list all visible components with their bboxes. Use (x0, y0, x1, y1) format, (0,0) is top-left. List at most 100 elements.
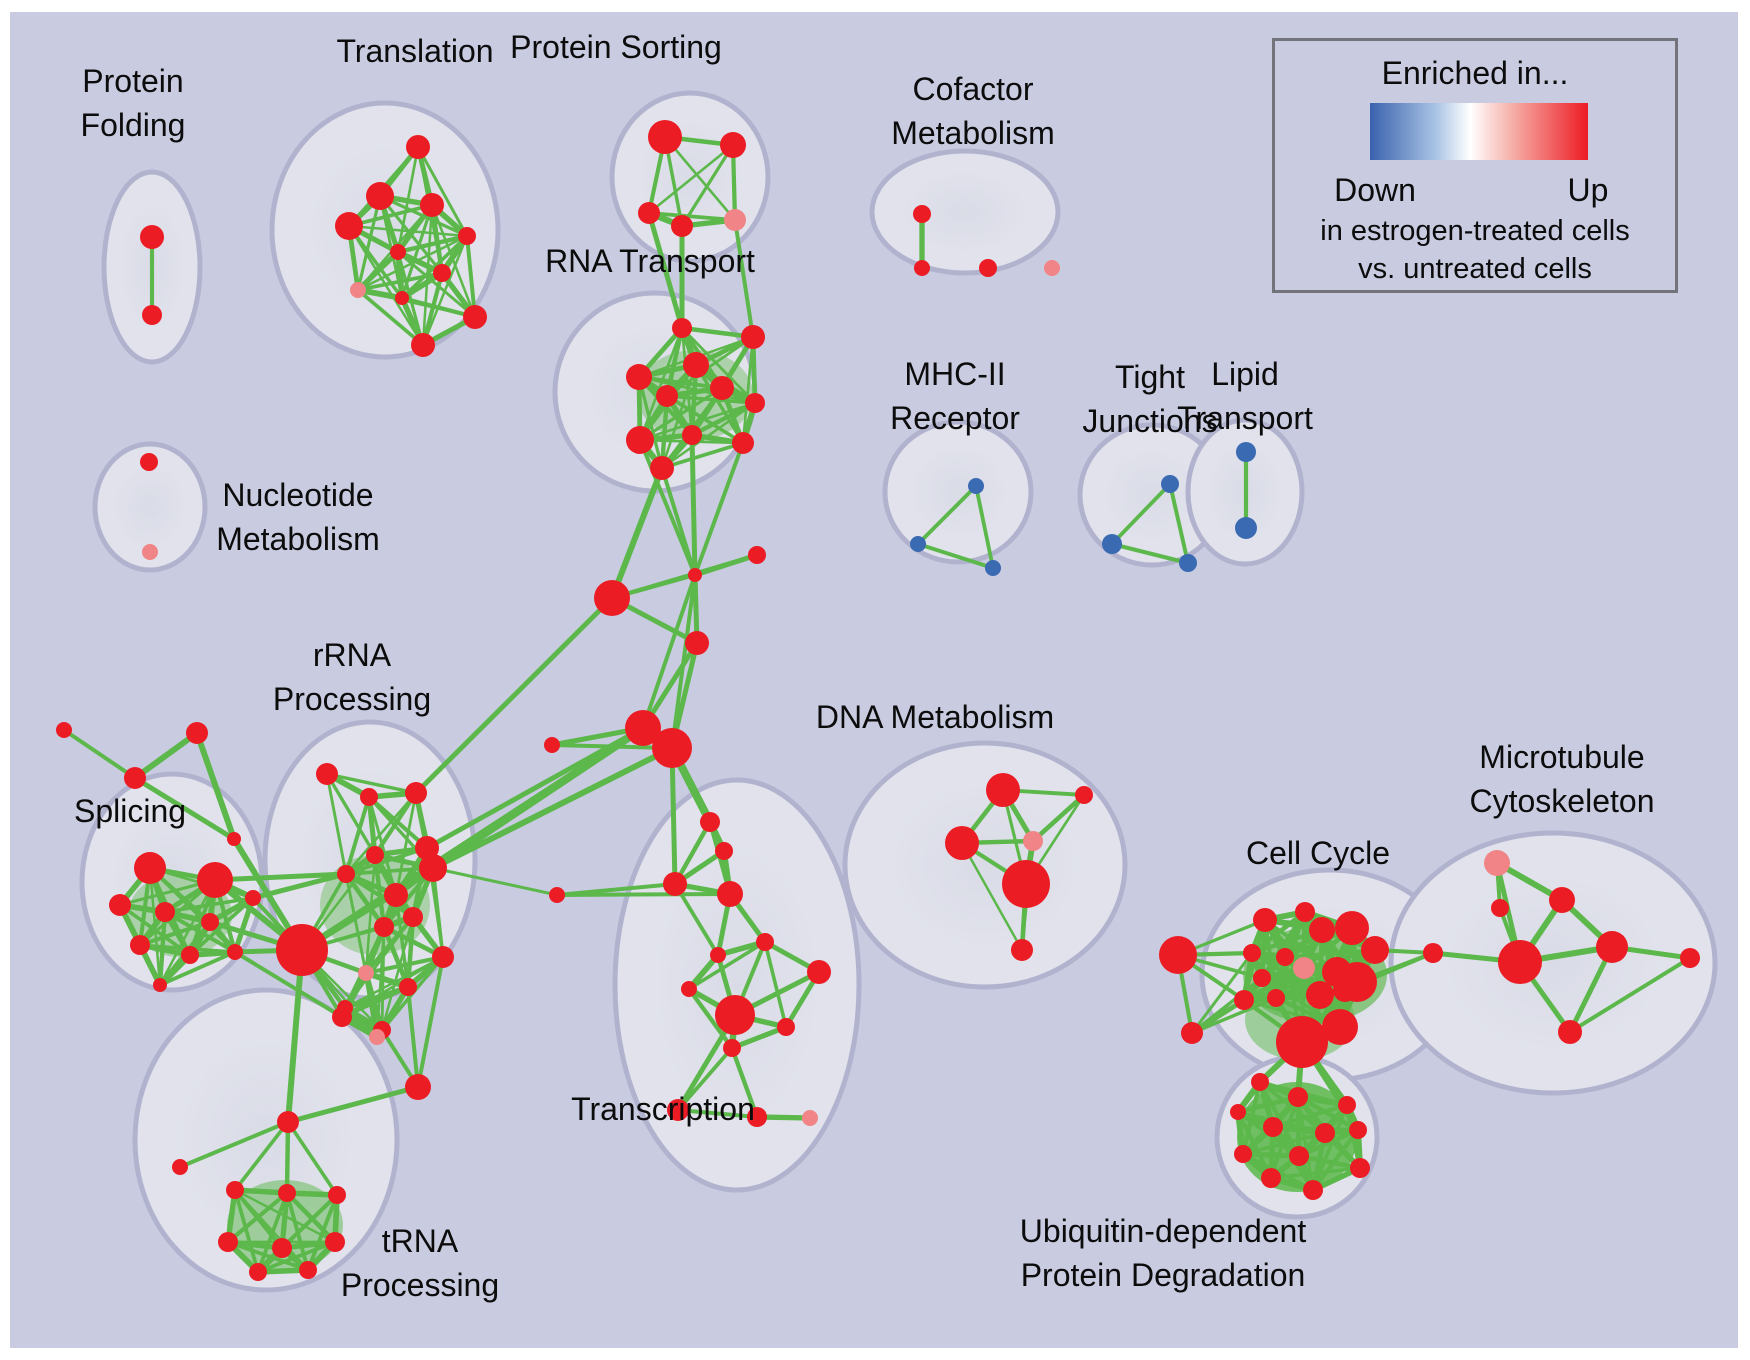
node (1423, 943, 1443, 963)
edge (226, 1191, 289, 1244)
node (1350, 1158, 1370, 1178)
node (406, 135, 430, 159)
node (979, 259, 997, 277)
cluster-label-ps: Protein Sorting (510, 29, 722, 65)
edge (416, 146, 469, 237)
edge (356, 250, 400, 292)
node (197, 862, 233, 898)
edge (326, 772, 417, 795)
edge (133, 730, 199, 781)
node (1044, 260, 1060, 276)
node (201, 913, 219, 931)
node (249, 1263, 267, 1281)
edge (348, 224, 468, 238)
node (688, 568, 702, 582)
edge (233, 1120, 290, 1192)
edge (916, 484, 978, 546)
node (1491, 899, 1509, 917)
node (272, 1238, 292, 1258)
node (1276, 1016, 1328, 1068)
edge (194, 732, 237, 840)
edge (300, 725, 645, 953)
node (1549, 887, 1575, 913)
node (1253, 908, 1277, 932)
node (142, 305, 162, 325)
node (724, 209, 746, 231)
node (745, 393, 765, 413)
edge (397, 250, 476, 319)
node (1002, 860, 1050, 908)
node (1243, 944, 1261, 962)
node (650, 456, 674, 480)
node (1075, 786, 1093, 804)
node (227, 944, 243, 960)
edge (344, 796, 371, 875)
edge (344, 792, 418, 875)
node (1161, 475, 1179, 493)
cluster-label-rr: rRNA Processing (273, 637, 431, 717)
node (366, 182, 394, 210)
node (1253, 969, 1271, 987)
edge (689, 434, 698, 576)
node (1335, 911, 1369, 945)
node (369, 1029, 385, 1045)
node (1267, 989, 1285, 1007)
node (656, 385, 678, 407)
node (335, 212, 363, 240)
legend-down-label: Down (1334, 172, 1416, 208)
node (458, 227, 476, 245)
edge (648, 211, 736, 222)
edge (641, 574, 697, 729)
node (986, 773, 1020, 807)
node (299, 1261, 317, 1279)
node (648, 120, 682, 154)
node (374, 917, 394, 937)
node (663, 872, 687, 896)
edge (345, 866, 434, 876)
edge (366, 796, 378, 856)
node (945, 826, 979, 860)
edge (660, 467, 697, 576)
edge (233, 950, 344, 1019)
edge (741, 336, 755, 444)
edge (256, 1192, 289, 1273)
node (433, 264, 451, 282)
edge (214, 871, 347, 883)
node (544, 737, 560, 753)
node (807, 960, 831, 984)
cluster-label-tj: Tight Junctions (1082, 359, 1217, 439)
node (1315, 1123, 1335, 1143)
node (1349, 1121, 1367, 1139)
node (1303, 1180, 1323, 1200)
legend-gradient-bar (1370, 103, 1588, 160)
edge (420, 272, 445, 346)
cluster-label-dna: DNA Metabolism (816, 699, 1054, 735)
cluster-ellipse-mt (1388, 830, 1718, 1096)
edge (325, 773, 348, 875)
node (715, 995, 755, 1035)
edge (356, 195, 382, 291)
edge (432, 866, 558, 897)
legend-subtitle-2: vs. untreated cells (1358, 253, 1592, 285)
node (1337, 962, 1377, 1002)
node (405, 782, 427, 804)
node (415, 836, 439, 860)
edge (357, 271, 443, 292)
node (1230, 1104, 1246, 1120)
node (1293, 957, 1315, 979)
edge (648, 143, 734, 215)
node (1680, 948, 1700, 968)
node (278, 1184, 296, 1202)
node (549, 887, 565, 903)
node (720, 132, 746, 158)
edge (356, 288, 425, 347)
node (683, 352, 709, 378)
node (358, 965, 374, 981)
edge (1298, 1127, 1359, 1159)
edge (1270, 1166, 1361, 1180)
edge (394, 792, 418, 896)
edge (325, 773, 377, 856)
edge (416, 956, 445, 1088)
node (667, 1099, 689, 1121)
edge (917, 542, 994, 570)
